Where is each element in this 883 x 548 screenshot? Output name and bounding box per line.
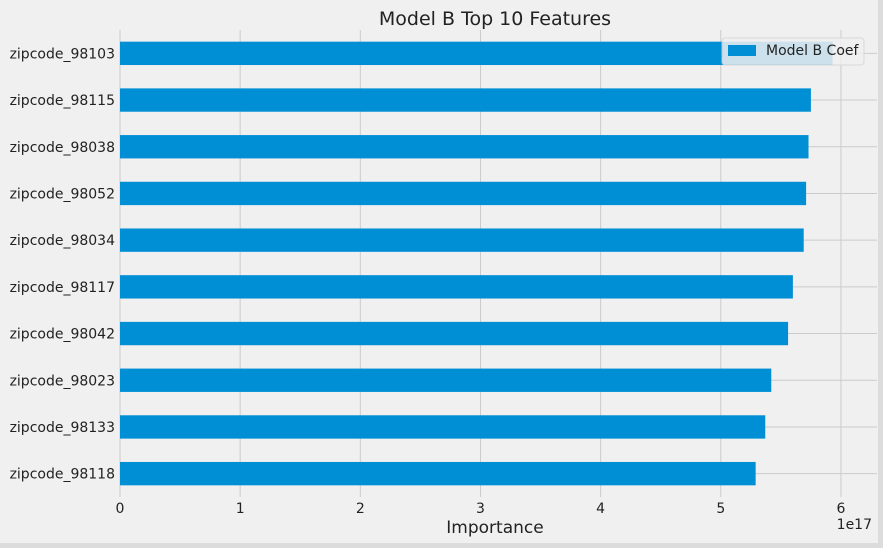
bar <box>120 228 804 252</box>
bar <box>120 181 807 206</box>
bar <box>120 461 756 486</box>
bars <box>120 41 833 486</box>
right-edge <box>878 0 883 548</box>
legend-box <box>721 37 865 66</box>
y-tick-label: zipcode_98034 <box>10 233 116 249</box>
x-tick-label: 0 <box>116 501 125 517</box>
bar <box>120 321 789 346</box>
x-tick-label: 5 <box>716 501 725 517</box>
bar <box>120 88 811 112</box>
bar <box>120 275 793 299</box>
bar <box>120 415 766 439</box>
legend: Model B Coef <box>721 37 865 66</box>
y-tick-label: zipcode_98133 <box>10 420 115 436</box>
x-tick-labels: 0 1 2 3 4 5 6 <box>116 501 846 517</box>
legend-label: Model B Coef <box>766 43 859 59</box>
legend-swatch <box>728 45 756 56</box>
y-tick-label: zipcode_98117 <box>10 280 115 296</box>
x-tick-label: 4 <box>596 501 605 517</box>
y-tick-label: zipcode_98118 <box>10 467 115 483</box>
y-tick-label: zipcode_98052 <box>10 186 115 202</box>
y-tick-labels: zipcode_98103 zipcode_98115 zipcode_98038z… <box>10 46 116 482</box>
bar <box>120 368 772 392</box>
x-tick-label: 2 <box>356 501 365 517</box>
bar <box>120 135 809 159</box>
chart-title: Model B Top 10 Features <box>379 8 611 30</box>
x-axis-label: Importance <box>446 518 543 538</box>
y-tick-label: zipcode_98115 <box>10 93 115 109</box>
x-tick-label: 1 <box>236 501 245 517</box>
y-tick-label: zipcode_98038 <box>10 140 115 156</box>
bar <box>120 41 833 66</box>
bottom-edge <box>0 543 883 548</box>
x-tick-label: 3 <box>476 501 485 517</box>
x-offset-text: 1e17 <box>837 517 872 533</box>
y-tick-label: zipcode_98103 <box>10 46 115 62</box>
x-tick-label: 6 <box>836 501 845 517</box>
y-tick-label: zipcode_98042 <box>10 327 115 343</box>
y-tick-label: zipcode_98023 <box>10 373 115 389</box>
